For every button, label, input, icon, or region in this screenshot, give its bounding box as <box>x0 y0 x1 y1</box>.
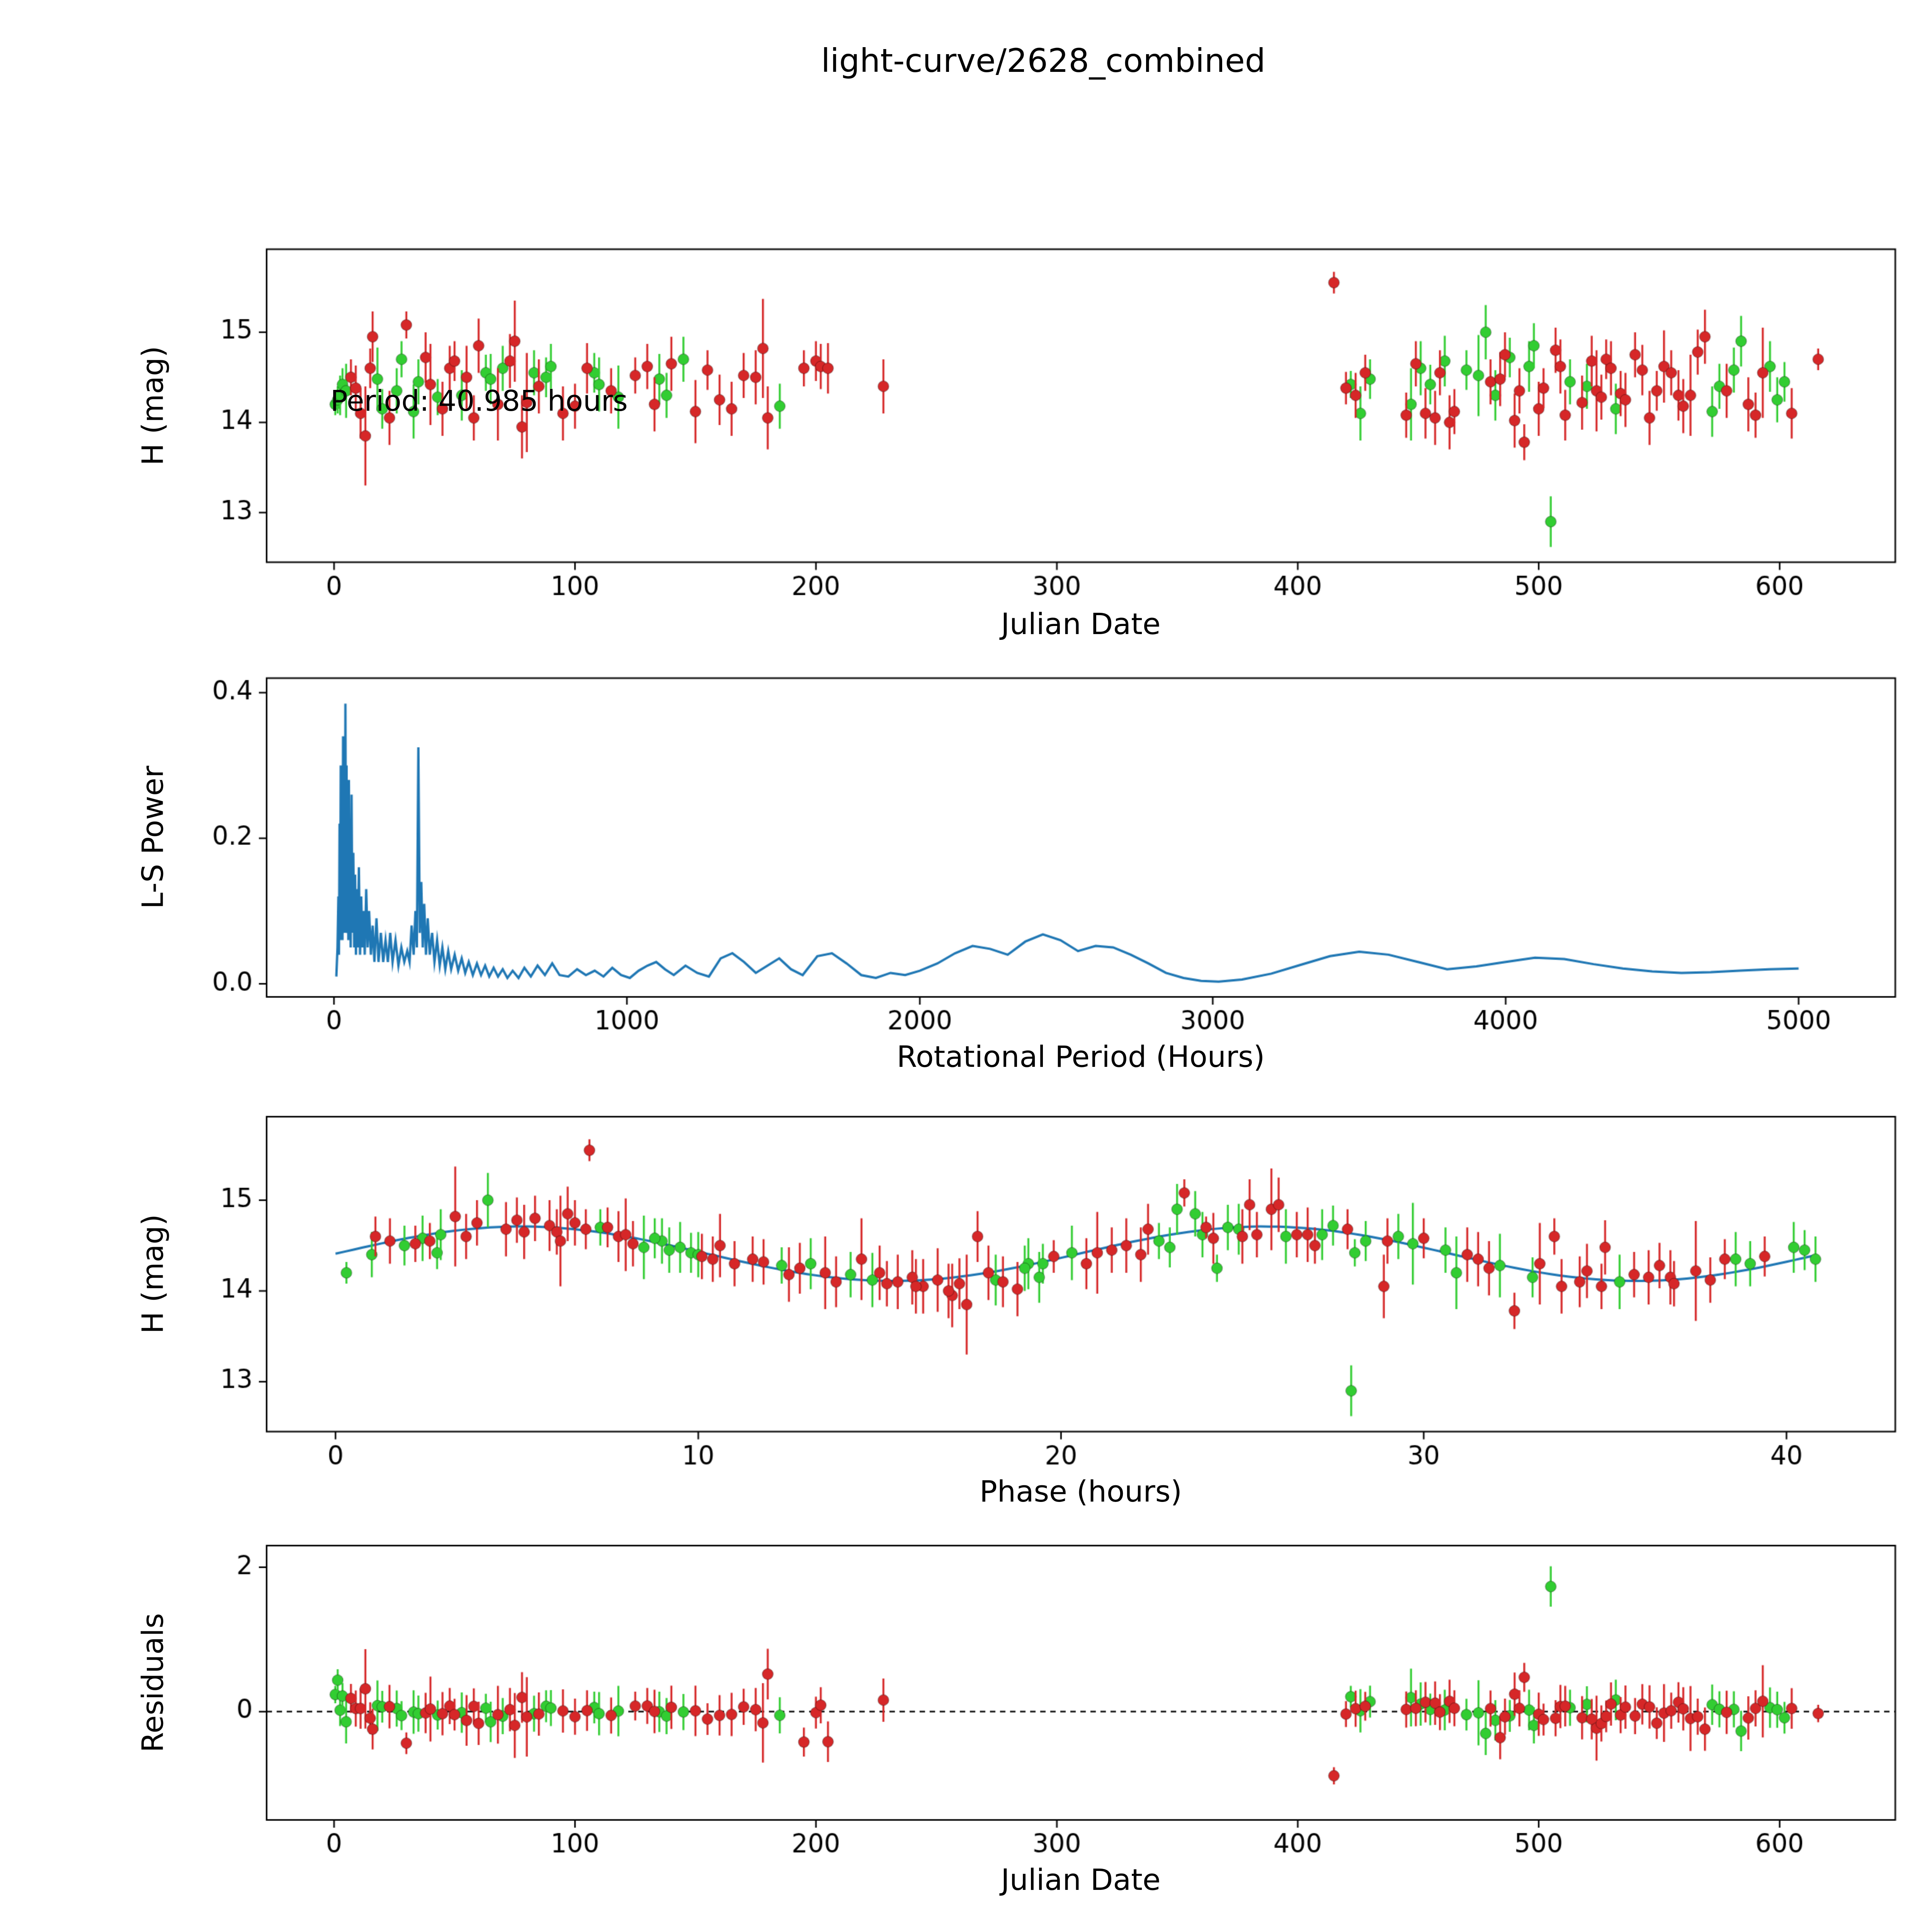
period-annotation: Period: 40.985 hours <box>330 384 628 418</box>
panel2-xaxis-label: Rotational Period (Hours) <box>896 1039 1265 1074</box>
panel4-xaxis-label: Julian Date <box>1001 1862 1161 1897</box>
panel1-xaxis-label: Julian Date <box>1001 607 1161 641</box>
panel3-xaxis-label: Phase (hours) <box>979 1474 1182 1509</box>
panel3-yaxis-label: H (mag) <box>135 1214 170 1334</box>
panel1-yaxis-label: H (mag) <box>135 346 170 466</box>
figure-title: light-curve/2628_combined <box>821 42 1266 80</box>
panel2-yaxis-label: L-S Power <box>135 765 170 909</box>
panel4-yaxis-label: Residuals <box>135 1613 170 1753</box>
